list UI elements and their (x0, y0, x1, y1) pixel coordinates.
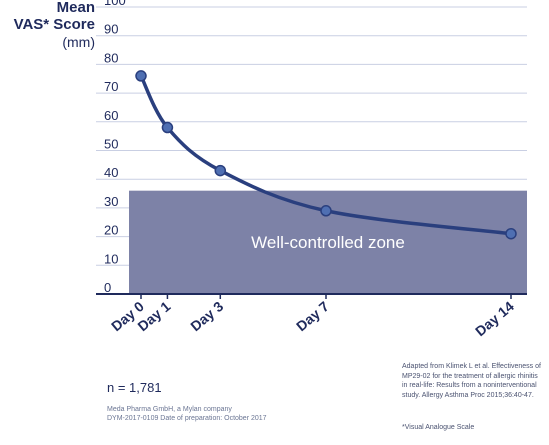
y-tick-label: 100 (104, 0, 126, 8)
y-tick-label: 0 (104, 280, 111, 295)
data-point (161, 121, 174, 134)
zone-label: Well-controlled zone (251, 233, 405, 252)
y-axis-title-line-3: (mm) (62, 34, 95, 50)
y-tick-label: 20 (104, 223, 118, 238)
y-tick-label: 90 (104, 22, 118, 37)
data-point (320, 205, 332, 217)
y-tick-label: 70 (104, 79, 118, 94)
y-tick-label: 50 (104, 137, 118, 152)
y-tick-label: 60 (104, 108, 118, 123)
x-tick-label: Day 3 (187, 298, 226, 334)
data-point (505, 227, 517, 240)
x-tick-label: Day 7 (293, 298, 332, 334)
y-axis-title-line-1: Mean (56, 0, 95, 16)
y-tick-label: 30 (104, 194, 118, 209)
y-tick-labels: 0 10 20 30 40 50 60 70 80 90 100 (104, 0, 126, 295)
data-point (135, 70, 147, 82)
series-line (135, 70, 517, 240)
footer-company: Meda Pharma GmbH, a Mylan company (107, 406, 232, 413)
y-tick-label: 40 (104, 165, 118, 180)
reference-citation: Adapted from Klimek L et al. Effectivene… (402, 363, 541, 399)
vas-footnote: *Visual Analogue Scale (402, 424, 475, 431)
y-tick-label: 80 (104, 50, 118, 65)
x-tick-label: Day 14 (472, 298, 517, 339)
sample-size: n = 1,781 (107, 380, 162, 395)
data-point (214, 164, 227, 177)
footer-reference-code: DYM-2017-0109 Date of preparation: Octob… (107, 415, 267, 422)
y-tick-label: 10 (104, 251, 118, 266)
y-axis-title-line-2: VAS* Score (13, 16, 95, 33)
axes (96, 293, 527, 299)
